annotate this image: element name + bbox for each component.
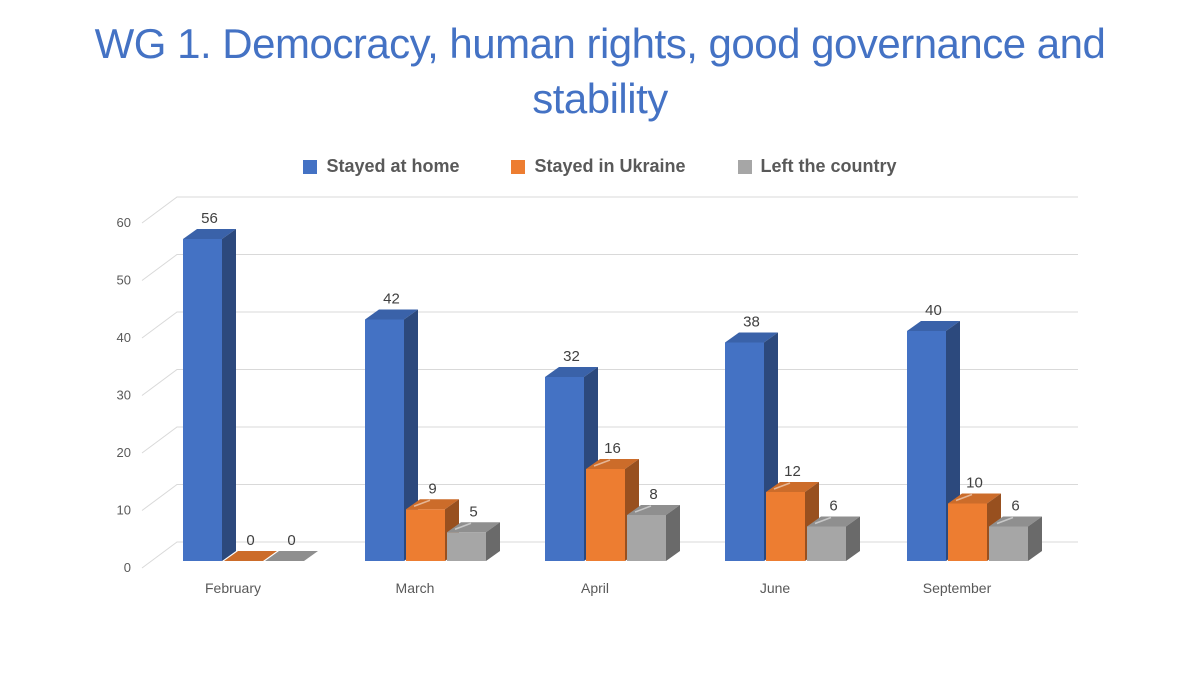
bar-front: [807, 526, 846, 561]
data-label: 6: [1011, 498, 1019, 515]
bar-side: [666, 505, 680, 561]
bar-top: [766, 482, 819, 492]
legend-label: Stayed at home: [326, 156, 460, 176]
y-tick-label: 0: [124, 560, 131, 575]
gridline: [141, 254, 1078, 281]
bar-zero-top: [224, 551, 277, 561]
bar-zero-top: [265, 551, 318, 561]
legend-swatch-icon: [737, 159, 752, 174]
bar-side: [1028, 516, 1042, 561]
bar-front: [948, 503, 987, 561]
legend-item-left-the-country: Left the country: [737, 156, 897, 177]
data-label: 32: [563, 348, 580, 365]
bar-top: [447, 522, 500, 533]
bar-front: [627, 515, 666, 561]
bar-top: [807, 516, 860, 527]
bar-front: [183, 239, 222, 561]
bar-front: [447, 532, 486, 561]
data-label: 16: [604, 440, 621, 457]
y-tick-label: 20: [117, 445, 131, 460]
bar-front: [766, 492, 805, 561]
bar-top-highlight: [413, 499, 431, 507]
bar-top: [406, 499, 459, 510]
bar-top: [545, 367, 598, 377]
bar-top-highlight: [773, 482, 791, 490]
bar-side: [404, 309, 418, 561]
bar-front: [545, 377, 584, 561]
bar-top: [586, 459, 639, 469]
category-label: February: [205, 580, 261, 596]
y-tick-label: 30: [117, 388, 131, 403]
data-label: 42: [383, 291, 400, 308]
data-label: 8: [649, 486, 657, 503]
bar-side: [222, 229, 236, 561]
bar-side: [846, 516, 860, 561]
bar-side: [486, 522, 500, 561]
bar-top: [725, 332, 778, 343]
category-label: March: [396, 580, 435, 596]
data-label: 56: [201, 210, 218, 227]
bar-top-highlight: [634, 505, 652, 513]
bar-top: [989, 516, 1042, 527]
category-label: September: [923, 580, 992, 596]
data-label: 0: [246, 532, 254, 549]
y-tick-label: 10: [117, 503, 131, 518]
data-label: 0: [287, 532, 295, 549]
y-tick-label: 60: [117, 215, 131, 230]
gridline: [141, 196, 1078, 224]
data-label: 5: [469, 503, 477, 520]
data-label: 9: [428, 480, 436, 497]
legend-swatch-icon: [511, 159, 526, 174]
bar-front: [907, 331, 946, 561]
bar-front: [725, 342, 764, 561]
chart-legend: Stayed at home Stayed in Ukraine Left th…: [0, 156, 1200, 177]
bar-top: [627, 505, 680, 515]
bar-top: [183, 229, 236, 239]
bar-front: [989, 526, 1028, 561]
slide-title: WG 1. Democracy, human rights, good gove…: [94, 20, 1106, 123]
bar-top: [948, 493, 1001, 504]
data-label: 10: [966, 475, 983, 492]
y-tick-label: 40: [117, 330, 131, 345]
legend-item-stayed-at-home: Stayed at home: [303, 156, 459, 177]
category-label: April: [581, 580, 609, 596]
legend-item-stayed-in-ukraine: Stayed in Ukraine: [511, 156, 686, 177]
legend-label: Left the country: [760, 156, 897, 176]
bar-top-highlight: [996, 516, 1014, 525]
bar-front: [406, 509, 445, 561]
gridline: [141, 311, 1078, 339]
legend-label: Stayed in Ukraine: [534, 156, 686, 176]
data-label: 40: [925, 302, 942, 319]
data-label: 6: [829, 498, 837, 515]
bar-top-highlight: [593, 459, 611, 467]
bar-top: [907, 321, 960, 331]
data-label: 38: [743, 314, 760, 331]
bar-front: [586, 469, 625, 561]
bar-top-highlight: [955, 493, 973, 502]
bar-top-highlight: [814, 516, 832, 525]
bar-top-highlight: [454, 522, 472, 530]
bar-top: [365, 309, 418, 320]
category-label: June: [760, 580, 791, 596]
data-label: 12: [784, 463, 801, 480]
bar-front: [365, 319, 404, 561]
legend-swatch-icon: [303, 159, 318, 174]
y-tick-label: 50: [117, 273, 131, 288]
